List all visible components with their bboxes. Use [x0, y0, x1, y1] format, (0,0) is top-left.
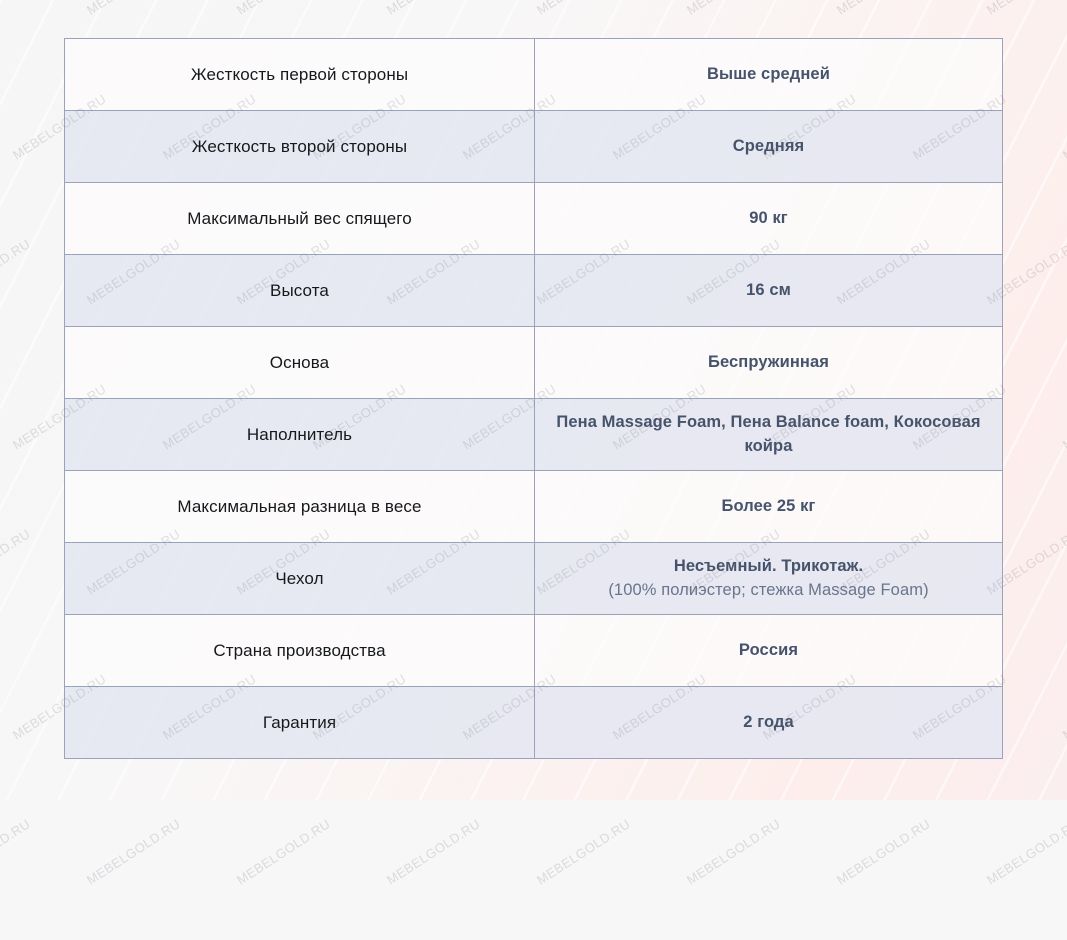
spec-value-main: Средняя [732, 136, 805, 155]
spec-value: 16 см [534, 254, 1003, 327]
spec-label: Наполнитель [64, 398, 535, 471]
table-row: Максимальная разница в весе Более 25 кг [64, 470, 1003, 543]
spec-value: Россия [534, 614, 1003, 687]
spec-label: Высота [64, 254, 535, 327]
table-row: Жесткость второй стороны Средняя [64, 110, 1003, 183]
specification-table-body: Жесткость первой стороны Выше средней Жест… [64, 38, 1003, 759]
spec-value: 90 кг [534, 182, 1003, 255]
table-row: Максимальный вес спящего 90 кг [64, 182, 1003, 255]
spec-value-main: Пена Massage Foam, Пена Balance foam, Ко… [556, 413, 981, 455]
spec-value-main: Россия [738, 640, 799, 659]
specification-table: Жесткость первой стороны Выше средней Жест… [64, 38, 1003, 759]
table-row: Чехол Несъемный. Трикотаж. (100% полиэстер… [64, 542, 1003, 615]
watermark-text: MEBELGOLD.RU [384, 816, 483, 888]
spec-label: Максимальный вес спящего [64, 182, 535, 255]
spec-value-main: Беспружинная [708, 352, 829, 371]
spec-label: Гарантия [64, 686, 535, 759]
table-row: Высота 16 см [64, 254, 1003, 327]
spec-value-main: 90 кг [749, 208, 788, 227]
spec-value-main: 16 см [746, 280, 791, 299]
spec-value-note: (100% полиэстер; стежка Massage Foam) [608, 580, 929, 599]
spec-value: Пена Massage Foam, Пена Balance foam, Ко… [534, 398, 1003, 471]
spec-value: Несъемный. Трикотаж. (100% полиэстер; сте… [534, 542, 1003, 615]
spec-label: Жесткость первой стороны [64, 38, 535, 111]
spec-value-main: 2 года [743, 712, 794, 731]
spec-value: Беспружинная [534, 326, 1003, 399]
spec-value-main: Выше средней [707, 64, 830, 83]
spec-label: Жесткость второй стороны [64, 110, 535, 183]
spec-value: 2 года [534, 686, 1003, 759]
watermark-text: MEBELGOLD.RU [234, 816, 333, 888]
table-row: Основа Беспружинная [64, 326, 1003, 399]
table-row: Гарантия 2 года [64, 686, 1003, 759]
spec-label: Основа [64, 326, 535, 399]
table-row: Наполнитель Пена Massage Foam, Пена Balan… [64, 398, 1003, 471]
spec-label: Максимальная разница в весе [64, 470, 535, 543]
watermark-text: MEBELGOLD.RU [834, 816, 933, 888]
watermark-text: MEBELGOLD.RU [0, 816, 33, 888]
watermark-text: MEBELGOLD.RU [84, 816, 183, 888]
table-row: Жесткость первой стороны Выше средней [64, 38, 1003, 111]
spec-value: Более 25 кг [534, 470, 1003, 543]
spec-value-main: Более 25 кг [721, 496, 816, 515]
watermark-text: MEBELGOLD.RU [984, 816, 1067, 888]
spec-value-main: Несъемный. Трикотаж. [673, 557, 864, 576]
watermark-text: MEBELGOLD.RU [684, 816, 783, 888]
spec-value: Выше средней [534, 38, 1003, 111]
spec-label: Страна производства [64, 614, 535, 687]
table-row: Страна производства Россия [64, 614, 1003, 687]
spec-label: Чехол [64, 542, 535, 615]
spec-value: Средняя [534, 110, 1003, 183]
watermark-text: MEBELGOLD.RU [534, 816, 633, 888]
